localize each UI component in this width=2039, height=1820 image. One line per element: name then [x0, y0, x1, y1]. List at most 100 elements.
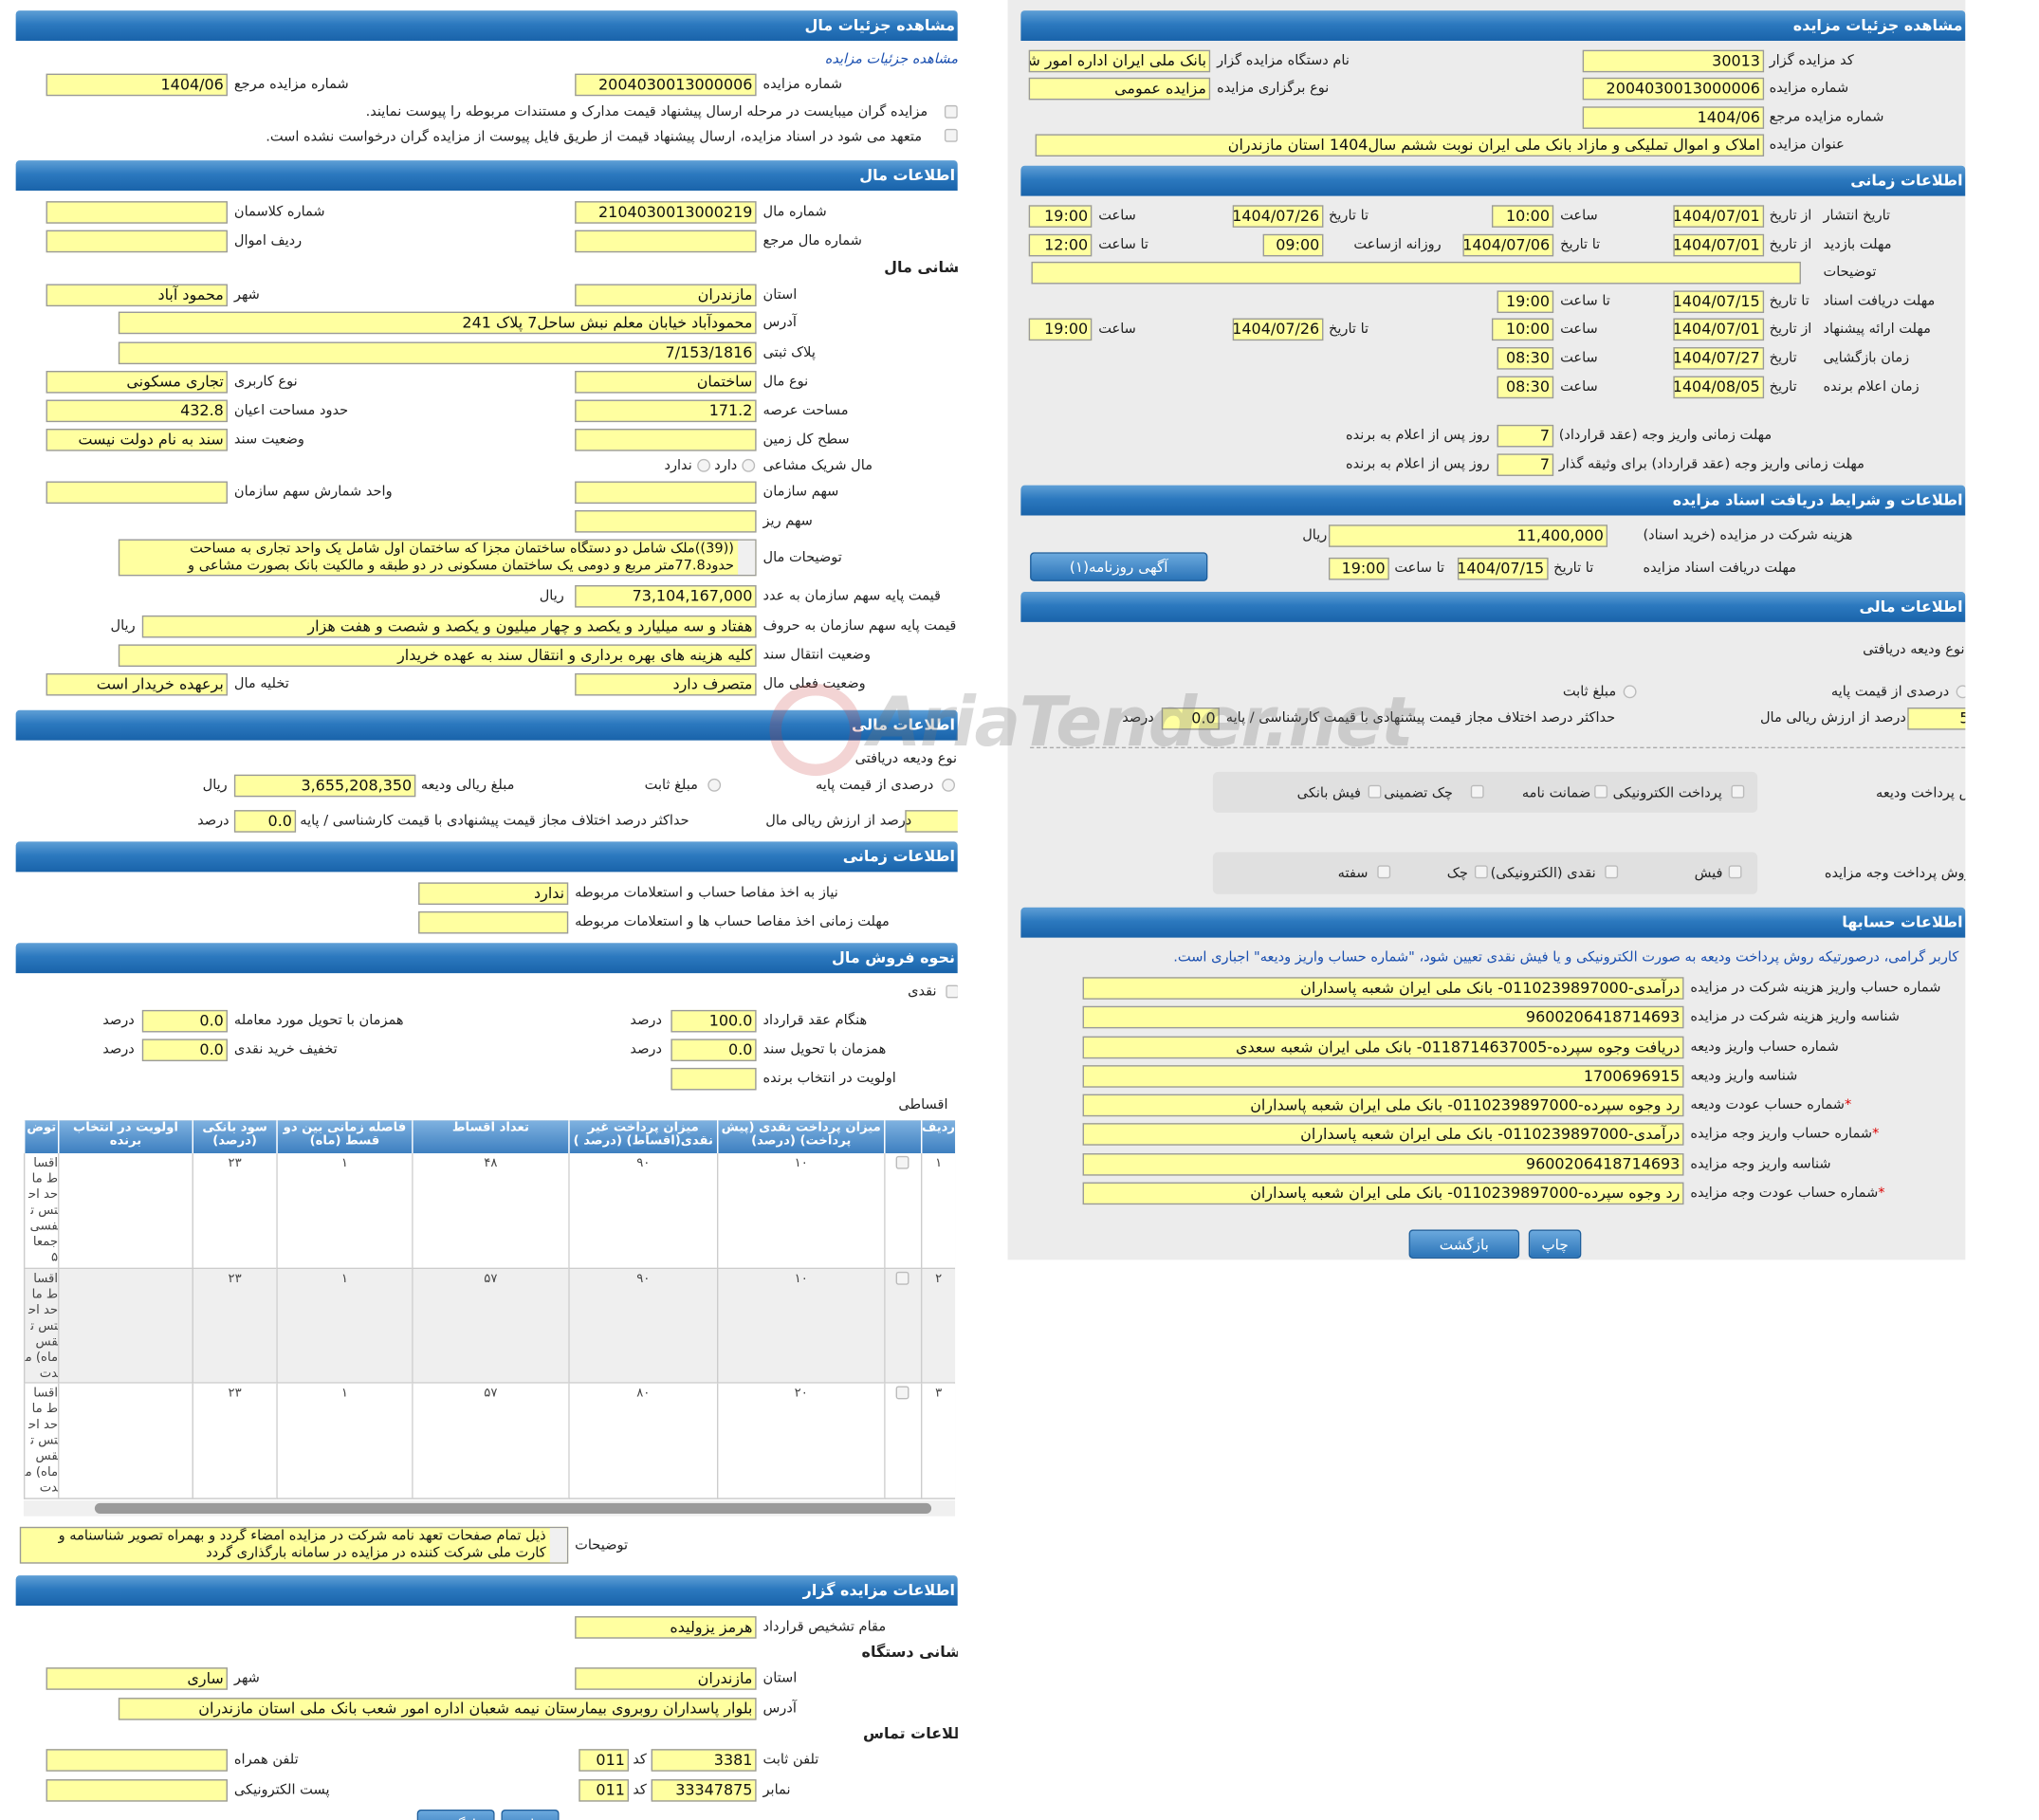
field: درآمدی-0110239897000- بانک ملی ایران شعب… — [1082, 977, 1684, 1000]
field: بلوار پاسداران روبروی بیمارستان نیمه شعب… — [118, 1698, 757, 1720]
field: 0.0 — [141, 1039, 228, 1061]
field — [575, 510, 757, 533]
label: شماره مال مرجع — [762, 232, 862, 249]
column-header: تعداد اقساط — [412, 1120, 569, 1154]
label: درصد از ارزش ریالی مال — [1759, 709, 1906, 726]
label: مهلت دریافت اسناد مزایده — [1643, 560, 1797, 577]
scroll-track — [738, 540, 756, 575]
label: شماره مال — [762, 203, 827, 220]
label: زمان اعلام برنده — [1823, 378, 1920, 395]
label: شناسه واریز وجه مزایده — [1690, 1155, 1831, 1172]
field: محمود آباد — [46, 284, 228, 307]
label: استان — [762, 286, 798, 303]
label: قیمت پایه سهم سازمان به حروف — [762, 617, 957, 634]
button[interactable]: چاپ — [1528, 1229, 1582, 1259]
field: هفتاد و سه میلیارد و یکصد و چهار میلیون … — [141, 615, 757, 638]
label: درصد — [102, 1012, 135, 1029]
label: همزمان با تحویل مورد معامله — [233, 1012, 404, 1029]
label: نقدی (الکترونیکی) — [1490, 865, 1596, 882]
label: توضیحات مال — [762, 549, 842, 566]
label: مهلت ارائه پیشنهاد — [1823, 321, 1931, 337]
section-header: اطلاعات مالی — [15, 709, 958, 741]
field: 1404/07/15 — [1673, 290, 1765, 314]
label: زمان بازگشایی — [1823, 349, 1910, 366]
button[interactable]: بازگشت — [416, 1809, 495, 1820]
button[interactable]: چاپ — [501, 1809, 560, 1820]
label: تا تاریخ — [1769, 293, 1809, 309]
table-cell: ۱ — [276, 1153, 413, 1269]
label: اولویت در انتخاب برنده — [762, 1070, 896, 1087]
label: توضیحات — [575, 1536, 629, 1553]
field: 1700696915 — [1082, 1065, 1684, 1088]
label: روزانه ازساعت — [1353, 236, 1442, 253]
label: عنوان مزایده — [1769, 137, 1845, 153]
table-cell — [884, 1268, 921, 1384]
label: چک — [1446, 865, 1468, 882]
column-header: میزان پرداخت غیر نقدی(اقساط) (درصد ) — [568, 1120, 717, 1154]
label: شناسه واریز ودیعه — [1690, 1067, 1798, 1084]
column-header: توض — [23, 1120, 59, 1154]
section-header: اطلاعات و شرایط دریافت اسناد مزایده — [1020, 485, 1966, 516]
section-header: اطلاعات مال — [15, 160, 958, 192]
label: درصد — [197, 812, 230, 829]
button[interactable]: آگهی روزنامه(۱) — [1030, 552, 1208, 581]
link[interactable]: مشاهده جزئیات مزایده — [824, 51, 958, 67]
label: مقام تشخیص قرارداد — [762, 1618, 887, 1635]
label: ندارد — [664, 457, 692, 474]
section-header: اطلاعات زمانی — [15, 841, 958, 873]
label: شناسه واریز هزینه شرکت در مزایده — [1690, 1008, 1901, 1025]
label: روز پس از اعلام به برنده — [1346, 456, 1490, 472]
field — [575, 230, 757, 253]
checkbox — [944, 104, 958, 119]
label: سهم ریز — [762, 512, 813, 529]
field: 10:00 — [1491, 205, 1554, 228]
field: 30013 — [1582, 49, 1765, 73]
section-header: اطلاعات مالی — [1020, 591, 1966, 622]
label: نقدی — [908, 984, 937, 1000]
label: ضمانت نامه — [1521, 784, 1591, 801]
field: 19:00 — [1328, 557, 1389, 580]
checkbox — [1377, 865, 1391, 879]
field: 1404/06 — [1582, 106, 1765, 129]
label: تخفیف خرید نقدی — [233, 1041, 338, 1057]
label: روش پرداخت وجه مزایده — [1824, 865, 1966, 882]
label: نام دستگاه مزایده گزار — [1217, 52, 1350, 69]
label: درصد — [630, 1012, 662, 1029]
column-header: اولویت در انتخاب برنده — [58, 1120, 193, 1154]
field: ساختمان — [575, 371, 757, 394]
label: اطلاعات تماس — [862, 1723, 958, 1743]
label: شماره کلاسمان — [233, 203, 325, 220]
field: 10:00 — [1491, 318, 1554, 341]
label: ساعت — [1560, 378, 1598, 395]
label: نیاز به اخذ مفاصا حساب و استعلامات مربوط… — [575, 885, 838, 901]
radio — [1623, 685, 1637, 699]
table-cell: ۸۰ — [568, 1383, 717, 1499]
field: 9600206418714693 — [1082, 1153, 1684, 1176]
label: دارد — [714, 457, 738, 474]
label: ریال — [110, 617, 136, 634]
column-header: فاصله زمانی بین دو قسط (ماه) — [276, 1120, 413, 1154]
label: نوع ودیعه دریافتی — [1863, 641, 1965, 658]
label: کد — [633, 1751, 647, 1768]
label: آدرس — [762, 1700, 797, 1717]
label: مهلت زمانی واریز وجه (عقد قرارداد) — [1558, 427, 1773, 444]
label: ساعت — [1560, 321, 1598, 337]
field — [575, 481, 757, 505]
field: 11,400,000 — [1328, 524, 1608, 547]
table-cell: ۹۰ — [568, 1268, 717, 1384]
table-cell: ۱ — [276, 1383, 413, 1499]
column-header: میزان پرداخت نقدی (پیش پرداخت) (درصد) — [716, 1120, 885, 1154]
label: مبلغ ثابت — [1562, 684, 1617, 700]
label: کد مزایده گزار — [1769, 52, 1854, 69]
field: سند به نام دولت نیست — [46, 429, 228, 451]
label: درصد از ارزش ریالی مال — [765, 812, 912, 829]
label: ساعت — [1098, 208, 1136, 224]
field: 7 — [1497, 453, 1554, 476]
button[interactable]: بازگشت — [1408, 1229, 1520, 1259]
column-header: سود بانکی (درصد) — [192, 1120, 277, 1154]
field: 1404/08/05 — [1673, 376, 1765, 399]
label: روش پرداخت ودیعه — [1876, 784, 1965, 801]
field: دریافت وجوه سپرده-0118714637005- بانک مل… — [1082, 1036, 1684, 1059]
label: نشانی مال — [884, 257, 958, 277]
